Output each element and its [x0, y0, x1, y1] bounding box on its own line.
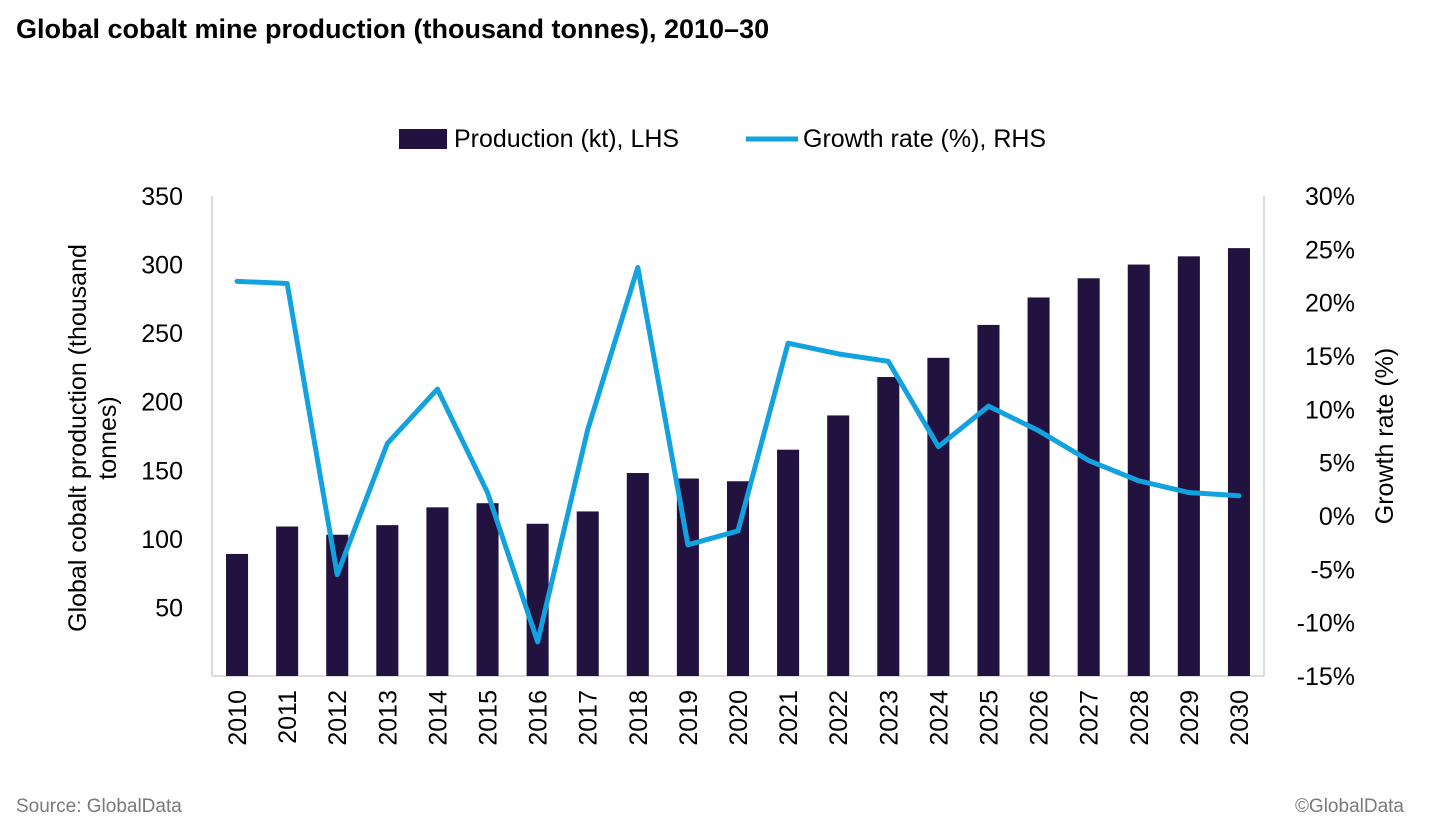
x-tick-label: 2018: [625, 690, 653, 746]
production-bar: [1177, 256, 1200, 676]
chart-title: Global cobalt mine production (thousand …: [16, 14, 770, 44]
y-right-tick-label: 20%: [1305, 290, 1355, 318]
x-tick-label: 2020: [725, 690, 753, 746]
y-left-tick-label: 200: [141, 389, 183, 417]
x-tick-label: 2010: [224, 690, 252, 746]
copyright-note: ©GlobalData: [1294, 796, 1404, 817]
left-axis-ticks: 50 100 150 200 250 300 350: [141, 183, 183, 622]
y-axis-right-label: Growth rate (%): [1371, 348, 1399, 524]
x-tick-label: 2021: [775, 690, 803, 746]
y-left-tick-label: 350: [141, 183, 183, 211]
production-bar: [1027, 297, 1050, 676]
x-axis-ticks: 2010 2011 2012 2013 2014 2015 2016 2017 2018 2019…: [224, 690, 1254, 746]
y-left-tick-label: 300: [141, 252, 183, 280]
y-left-tick-label: 50: [155, 594, 183, 622]
y-right-tick-label: 30%: [1305, 183, 1355, 211]
production-bar: [476, 503, 499, 676]
production-bar: [1227, 248, 1250, 676]
x-tick-label: 2016: [525, 690, 553, 746]
y-right-tick-label: 0%: [1319, 503, 1355, 531]
chart-canvas: Production (kt), LHS Growth rate (%), RH…: [64, 125, 1399, 746]
legend-swatch-production: [399, 129, 447, 149]
x-tick-label: 2015: [475, 690, 503, 746]
y-axis-left-label: Global cobalt production (thousandtonnes…: [64, 244, 122, 632]
y-right-tick-label: 5%: [1319, 450, 1355, 478]
production-bar: [226, 553, 249, 676]
y-right-tick-label: 25%: [1305, 236, 1355, 264]
y-right-tick-label: -15%: [1297, 663, 1355, 691]
x-tick-label: 2025: [975, 690, 1003, 746]
production-bar: [576, 511, 599, 676]
production-bar: [827, 415, 850, 676]
y-right-tick-label: 15%: [1305, 343, 1355, 371]
production-bar: [877, 377, 900, 676]
x-tick-label: 2028: [1126, 690, 1154, 746]
legend-label-production: Production (kt), LHS: [454, 125, 679, 153]
production-bar: [526, 523, 549, 676]
production-bar: [276, 526, 299, 676]
production-bar: [326, 534, 349, 676]
production-bar: [626, 473, 649, 676]
growth-line-series: [234, 264, 1242, 645]
production-bar: [376, 525, 399, 676]
x-tick-label: 2019: [675, 690, 703, 746]
x-tick-label: 2013: [374, 690, 402, 746]
production-bar: [777, 449, 800, 676]
legend: Production (kt), LHS Growth rate (%), RH…: [399, 125, 1046, 153]
production-bar: [1127, 264, 1150, 676]
production-bars: [226, 248, 1250, 676]
y-right-tick-label: -10%: [1297, 610, 1355, 638]
x-tick-label: 2027: [1076, 690, 1104, 746]
x-tick-label: 2029: [1176, 690, 1204, 746]
y-left-tick-label: 250: [141, 320, 183, 348]
x-tick-label: 2014: [424, 690, 452, 746]
y-right-tick-label: -5%: [1311, 556, 1355, 584]
x-tick-label: 2024: [925, 690, 953, 746]
x-tick-label: 2011: [274, 690, 302, 744]
growth-rate-line: [234, 264, 1242, 645]
production-bar: [426, 507, 449, 676]
x-tick-label: 2023: [875, 690, 903, 746]
production-bar: [1077, 278, 1100, 676]
x-tick-label: 2022: [825, 690, 853, 746]
x-tick-label: 2030: [1226, 690, 1254, 746]
production-bar: [977, 324, 1000, 676]
x-tick-label: 2026: [1026, 690, 1054, 746]
y-right-tick-label: 10%: [1305, 396, 1355, 424]
source-note: Source: GlobalData: [16, 796, 182, 817]
right-axis-ticks: -15% -10% -5% 0% 5% 10% 15% 20% 25% 30%: [1297, 183, 1355, 691]
x-tick-label: 2017: [575, 690, 603, 746]
legend-label-growth: Growth rate (%), RHS: [803, 125, 1046, 153]
x-tick-label: 2012: [324, 690, 352, 746]
production-bar: [927, 357, 950, 676]
y-left-tick-label: 100: [141, 526, 183, 554]
y-left-tick-label: 150: [141, 457, 183, 485]
